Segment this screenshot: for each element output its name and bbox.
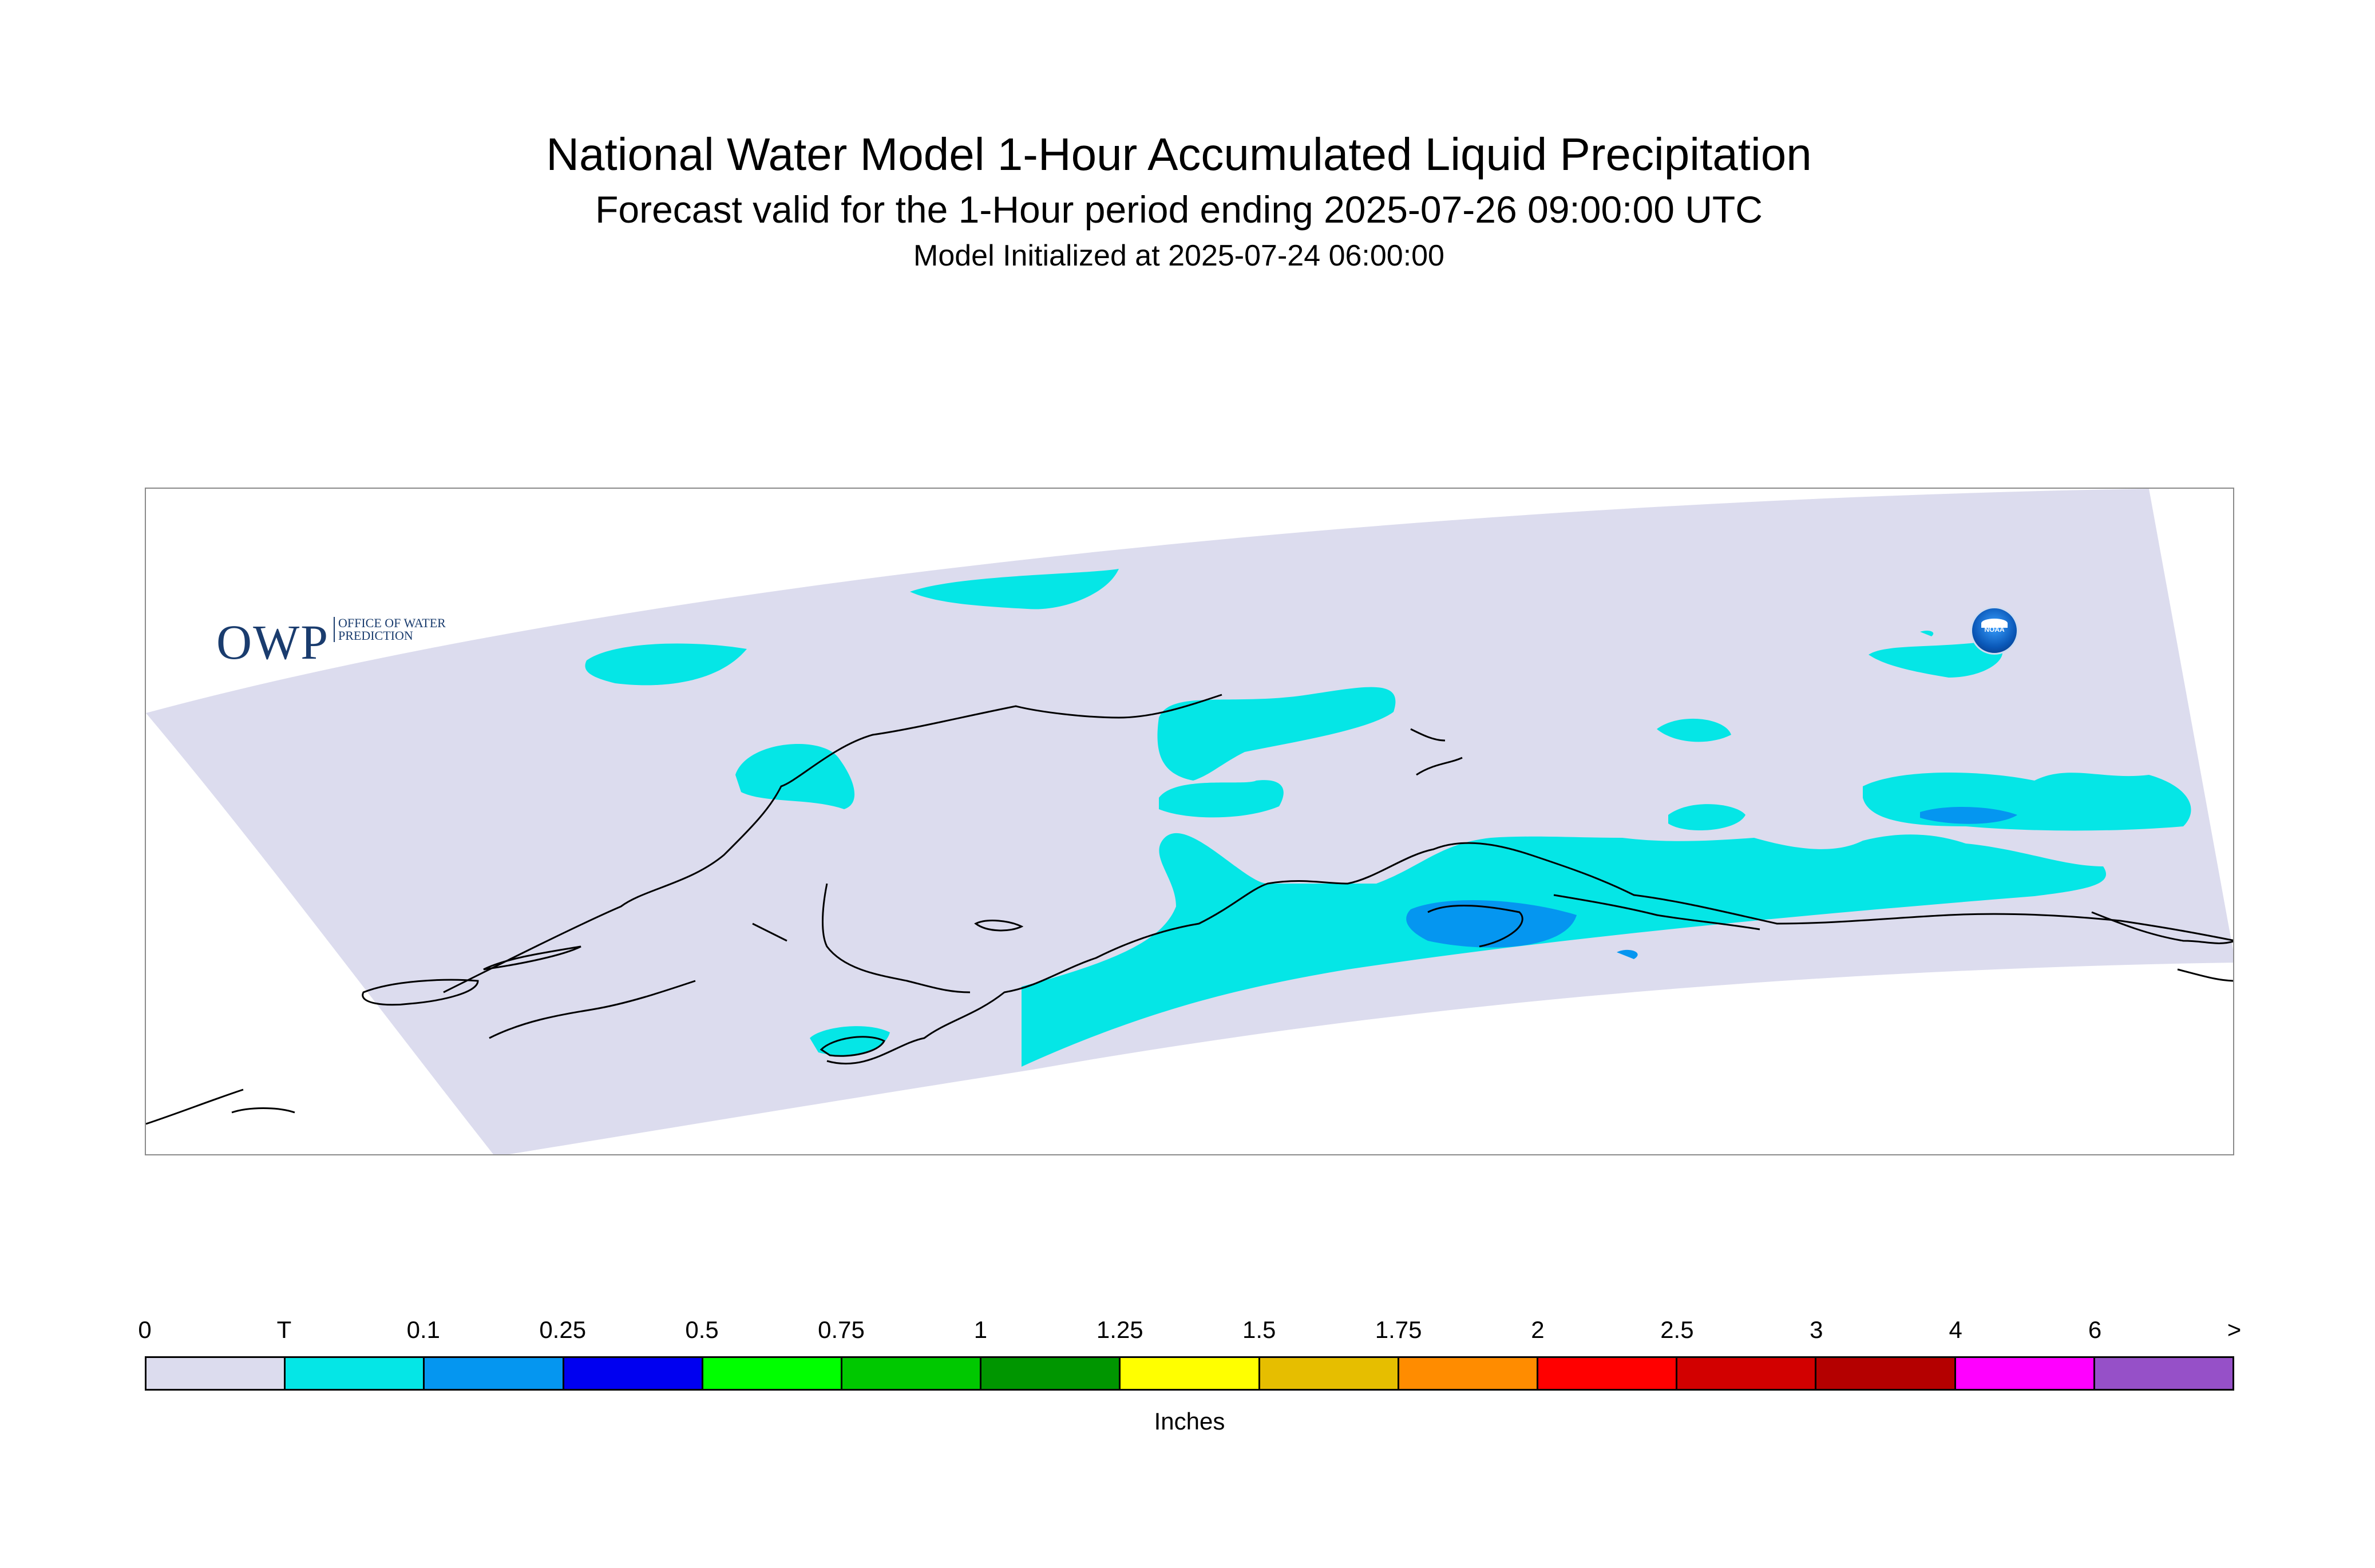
legend-label: 2.5 [1660, 1316, 1694, 1343]
precip-area-southcentral [1022, 833, 2106, 1067]
coastline-bristol [822, 883, 971, 993]
legend-label: T [276, 1316, 292, 1343]
legend-color-box [1677, 1358, 1817, 1389]
precip-area-sw [810, 1026, 890, 1056]
legend-label: 4 [1949, 1316, 1962, 1343]
legend-color-box [147, 1358, 286, 1389]
legend-label: 6 [2088, 1316, 2102, 1343]
legend-color-box [842, 1358, 982, 1389]
coastline-alaska-range [1553, 894, 1760, 930]
legend-label: 1 [973, 1316, 988, 1343]
legend-label: 1.25 [1096, 1316, 1143, 1343]
island-pribilof [974, 920, 1024, 932]
legend-color-box [703, 1358, 843, 1389]
legend-label: > [2227, 1316, 2242, 1343]
map-subtitle: Forecast valid for the 1-Hour period end… [595, 188, 1763, 231]
island-nunivak [362, 979, 479, 1006]
owp-logo: OWP OFFICE OF WATER PREDICTION [216, 613, 446, 671]
legend-color-box [564, 1358, 703, 1389]
coastline-mainland [826, 842, 2233, 1065]
precip-map [146, 489, 2233, 1154]
title-block: National Water Model 1-Hour Accumulated … [0, 126, 2375, 276]
legend-color-box [425, 1358, 564, 1389]
owp-logo-letters: OWP [216, 615, 330, 670]
legend-color-box [286, 1358, 425, 1389]
legend-color-box [1260, 1358, 1399, 1389]
precip-area-light-3 [1617, 949, 1638, 959]
legend-color-box [1956, 1358, 2095, 1389]
coastline-se [2091, 911, 2233, 982]
coastlines [146, 694, 2233, 1125]
precip-area-w [735, 744, 855, 809]
legend-color-box [1399, 1358, 1539, 1389]
legend-color-box [981, 1358, 1121, 1389]
island-st-matthew [752, 922, 787, 942]
precip-area-ne2 [1920, 630, 1934, 636]
legend-label: 0.25 [539, 1316, 587, 1343]
legend-color-box [1121, 1358, 1260, 1389]
trace-precip-areas [585, 569, 2191, 1067]
legend-labels: 0 T 0.1 0.25 0.5 0.75 1 1.25 1.5 1.75 2 2.5 3 4 6 > [138, 1316, 2241, 1351]
legend-label: 1.5 [1242, 1316, 1276, 1343]
noaa-logo: NOAA [1970, 607, 2018, 655]
legend-label: 0 [138, 1316, 152, 1343]
precip-area-e2 [1668, 804, 1745, 830]
legend-color-box [2095, 1358, 2233, 1389]
precip-area-light-1 [1406, 900, 1577, 948]
coastline-sw-edge [146, 1088, 295, 1125]
coastline-west [443, 694, 1222, 993]
coastline-cook-inlet [1427, 905, 1523, 948]
map-title: National Water Model 1-Hour Accumulated … [546, 129, 1812, 180]
island-kodiak [820, 1036, 886, 1057]
legend-label: 0.5 [685, 1316, 719, 1343]
coastline-arctic-2 [1410, 728, 1446, 742]
color-legend: 0 T 0.1 0.25 0.5 0.75 1 1.25 1.5 1.75 2 2.5 3 4 6 > Inc… [138, 1316, 2241, 1442]
noaa-logo-text: NOAA [1984, 625, 2005, 633]
legend-label: 2 [1531, 1316, 1545, 1343]
precip-area-center-n [1157, 687, 1396, 781]
coastline-bering [489, 980, 696, 1039]
legend-label: 0.1 [406, 1316, 440, 1343]
island-st-lawrence [483, 945, 581, 971]
legend-colorbar [145, 1356, 2234, 1391]
init-time: Model Initialized at 2025-07-24 06:00:00 [913, 239, 1444, 272]
owp-logo-subtext: OFFICE OF WATER PREDICTION [334, 617, 470, 642]
coastline-arctic [1416, 757, 1463, 776]
precip-area-far-e [1863, 773, 2191, 831]
legend-label: 0.75 [818, 1316, 865, 1343]
legend-color-box [1538, 1358, 1678, 1389]
map-panel [145, 488, 2234, 1155]
precip-area-e1 [1657, 718, 1731, 742]
legend-units: Inches [1154, 1408, 1225, 1435]
precip-area-center [1159, 780, 1284, 818]
legend-color-box [1816, 1358, 1956, 1389]
noaa-bird-icon [1981, 619, 2008, 628]
legend-label: 1.75 [1375, 1316, 1422, 1343]
legend-label: 3 [1810, 1316, 1823, 1343]
precip-area-light-2 [1920, 806, 2017, 824]
light-precip-areas [1406, 806, 2017, 959]
precip-area-nw [585, 643, 747, 686]
precip-area-north [910, 569, 1119, 609]
precip-area-ne1 [1869, 640, 2003, 678]
